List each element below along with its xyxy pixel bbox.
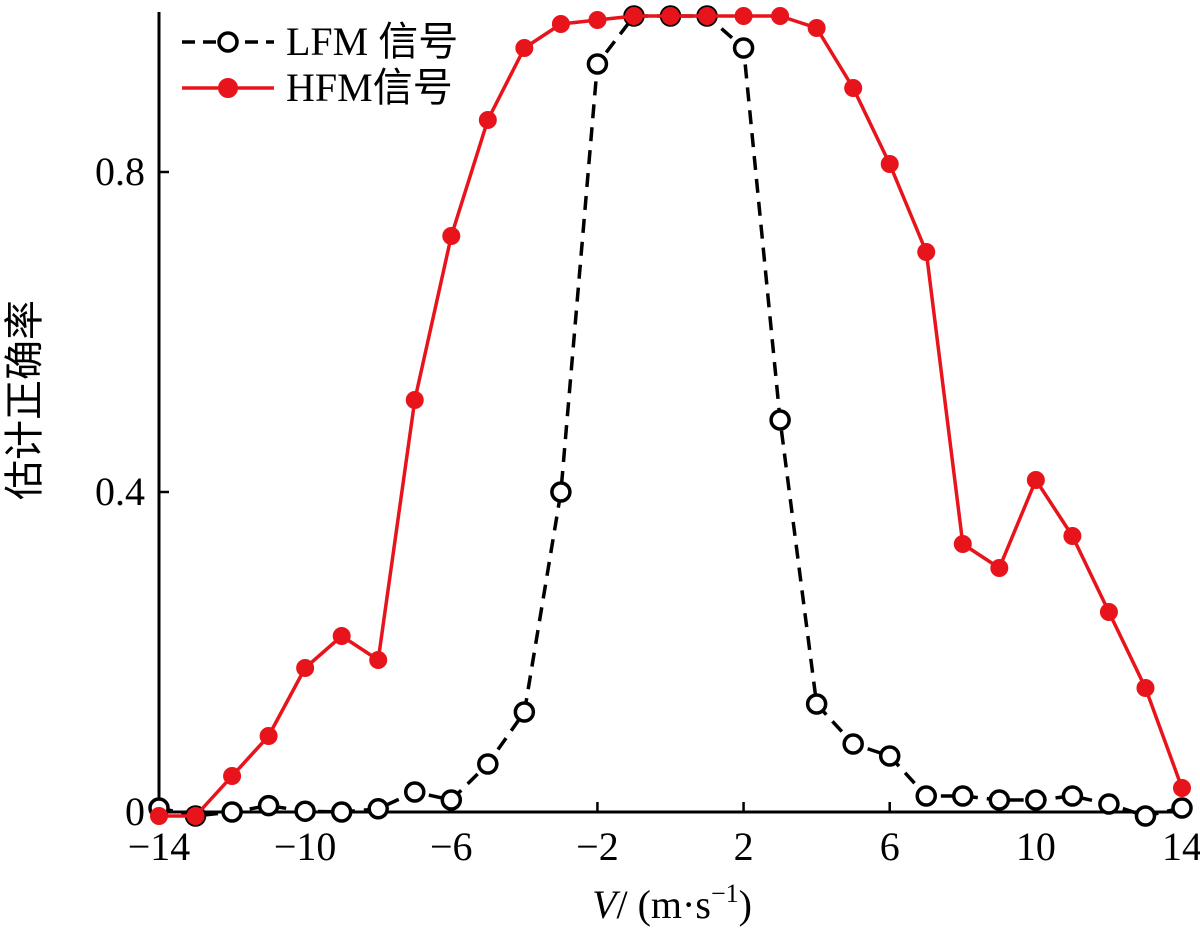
data-point: [513, 701, 536, 723]
data-point: [257, 794, 280, 817]
data-point: [551, 15, 570, 33]
data-point: [369, 651, 388, 669]
data-point: [1061, 785, 1084, 807]
x-tick-label: 2: [734, 824, 754, 869]
x-tick-label: −6: [430, 824, 473, 869]
data-point: [698, 7, 717, 25]
data-point: [259, 727, 278, 745]
data-point: [440, 789, 463, 811]
series-hfm: [150, 7, 1191, 825]
series-lfm: [148, 5, 1193, 827]
x-tick-label: 14: [1162, 824, 1200, 869]
data-point: [990, 559, 1009, 577]
data-point: [1063, 527, 1082, 545]
data-point: [150, 807, 168, 825]
data-point: [988, 789, 1011, 811]
x-axis-title-close: ): [739, 882, 752, 927]
data-point: [367, 798, 389, 820]
x-tick-label: 10: [1016, 824, 1056, 869]
data-point: [442, 227, 461, 245]
data-point: [1134, 805, 1157, 827]
data-point: [880, 155, 899, 173]
legend-marker-lfm: [217, 31, 239, 53]
data-point: [221, 801, 243, 823]
data-point: [878, 745, 901, 767]
data-point: [661, 7, 680, 25]
data-point: [223, 767, 242, 785]
data-point: [586, 53, 609, 75]
legend-entry-lfm: LFM 信号: [182, 19, 458, 64]
data-point: [515, 39, 534, 57]
x-axis-title-exp: −1: [711, 879, 739, 908]
data-point: [915, 785, 937, 807]
legend: LFM 信号 HFM信号: [182, 19, 458, 110]
data-point: [1099, 603, 1118, 621]
data-point: [953, 535, 972, 553]
data-point: [477, 753, 499, 775]
series-line: [158, 14, 1183, 818]
data-point: [844, 79, 863, 97]
data-point: [952, 785, 974, 807]
data-point: [734, 7, 753, 25]
data-point: [1136, 679, 1155, 697]
data-point: [842, 733, 864, 755]
data-point: [1173, 779, 1191, 797]
data-point: [294, 800, 316, 822]
x-axis-title-var: V: [592, 882, 621, 927]
data-point: [732, 37, 755, 59]
ticks: −14 −10 −6 −2 2 6 10 14 0 0.4 0.8: [95, 149, 1200, 869]
data-point: [1026, 471, 1045, 489]
data-point: [332, 627, 351, 645]
data-point: [807, 19, 826, 37]
x-axis-title: V/ (m·s−1): [592, 879, 752, 927]
legend-label-hfm: HFM信号: [286, 65, 453, 110]
y-tick-label: 0.4: [95, 469, 145, 514]
data-point: [1171, 797, 1193, 819]
axes: [157, 12, 1182, 814]
x-tick-label: −10: [274, 824, 337, 869]
data-point: [1098, 793, 1120, 815]
series-line: [159, 14, 1184, 818]
data-point: [917, 243, 936, 261]
data-point: [1025, 789, 1047, 811]
y-axis-title: 估计正确率: [2, 300, 47, 500]
y-tick-label: 0.8: [95, 149, 145, 194]
x-tick-label: −14: [128, 824, 191, 869]
data-point: [296, 659, 315, 677]
data-point: [624, 7, 643, 25]
data-point: [769, 409, 791, 431]
series-layer: [148, 5, 1193, 827]
legend-label-lfm: LFM 信号: [286, 19, 458, 64]
x-tick-label: −2: [576, 824, 619, 869]
data-point: [478, 111, 497, 129]
data-point: [330, 801, 353, 823]
data-point: [771, 7, 790, 25]
x-tick-label: 6: [880, 824, 900, 869]
x-axis-title-unit: / (m·s: [617, 882, 711, 927]
legend-marker-hfm: [218, 78, 238, 98]
legend-entry-hfm: HFM信号: [182, 65, 453, 110]
data-point: [550, 481, 572, 503]
data-point: [805, 693, 828, 715]
data-point: [588, 11, 607, 29]
data-point: [186, 807, 205, 825]
data-point: [404, 781, 426, 803]
y-tick-label: 0: [125, 789, 145, 834]
data-point: [405, 391, 424, 409]
